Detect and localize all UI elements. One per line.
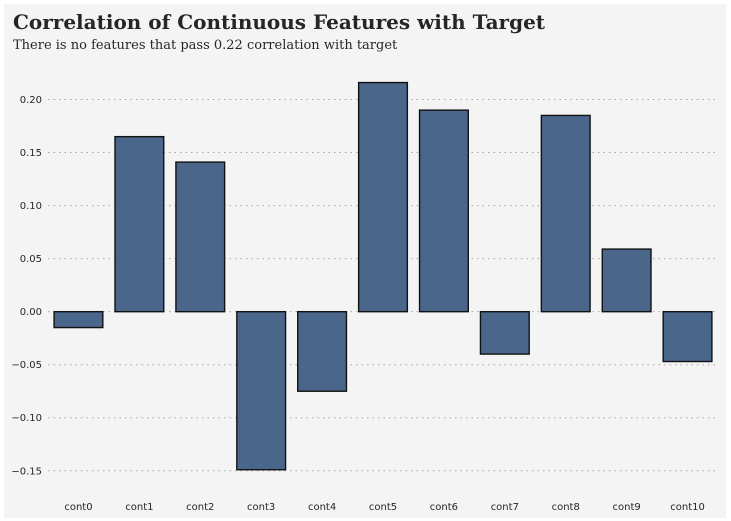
- bar-chart: −0.15 −0.10 −0.05 0.00 0.05 0.10 0.15 0.20 cont…: [11, 81, 718, 513]
- x-tick-label: cont6: [430, 502, 458, 513]
- y-tick-label: −0.10: [11, 413, 42, 424]
- x-tick-label: cont9: [613, 502, 641, 513]
- x-tick-label: cont5: [369, 502, 397, 513]
- chart-title: Correlation of Continuous Features with …: [13, 10, 546, 34]
- bar-cont7: [479, 310, 530, 355]
- bar-cont3: [236, 310, 287, 471]
- bar-cont1: [114, 135, 165, 313]
- bar-cont5: [357, 81, 409, 313]
- x-tick-label: cont3: [247, 502, 275, 513]
- y-tick-label: 0.10: [20, 201, 42, 212]
- bar-cont2: [175, 161, 226, 313]
- bar-cont10: [662, 310, 713, 363]
- x-tick-label: cont10: [670, 502, 705, 513]
- x-tick-label: cont1: [125, 502, 153, 513]
- y-tick-label: 0.20: [20, 95, 42, 106]
- chart-subtitle: There is no features that pass 0.22 corr…: [13, 38, 398, 53]
- bars: [53, 81, 713, 471]
- x-tick-label: cont4: [308, 502, 336, 513]
- bar-cont4: [297, 310, 348, 392]
- bar-cont6: [418, 109, 469, 313]
- bar-cont8: [540, 114, 591, 313]
- y-tick-label: −0.15: [11, 466, 42, 477]
- x-tick-label: cont8: [552, 502, 580, 513]
- figure: Correlation of Continuous Features with …: [4, 4, 726, 518]
- y-tick-labels: −0.15 −0.10 −0.05 0.00 0.05 0.10 0.15 0.20: [11, 95, 42, 477]
- x-tick-label: cont2: [186, 502, 214, 513]
- y-tick-label: 0.15: [20, 148, 42, 159]
- bar-cont0: [53, 310, 104, 329]
- y-tick-label: 0.00: [20, 307, 42, 318]
- y-tick-label: −0.05: [11, 360, 42, 371]
- x-tick-labels: cont0 cont1 cont2 cont3 cont4 cont5 cont6 cont7…: [64, 502, 705, 513]
- y-tick-label: 0.05: [20, 254, 42, 265]
- x-tick-label: cont0: [64, 502, 92, 513]
- bar-cont9: [601, 248, 652, 313]
- x-tick-label: cont7: [491, 502, 519, 513]
